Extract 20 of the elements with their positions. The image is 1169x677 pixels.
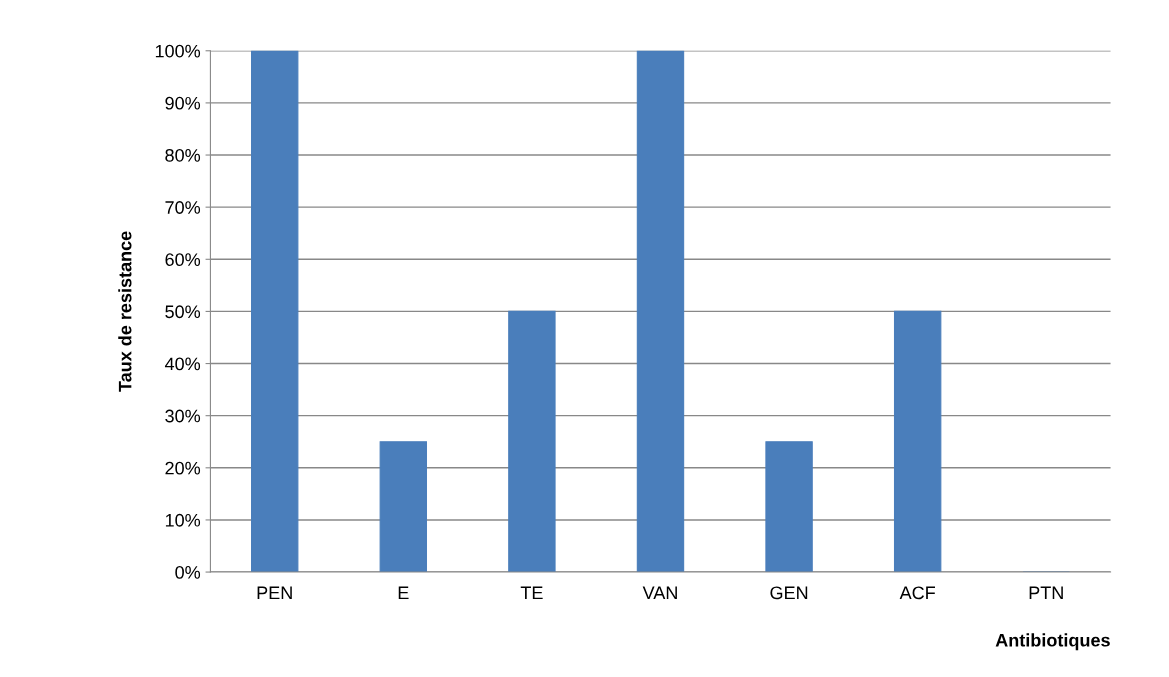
- x-axis-title: Antibiotiques: [995, 633, 1110, 651]
- y-tick-label: 10%: [165, 513, 201, 527]
- x-tick-label: TE: [520, 586, 543, 600]
- x-tick-label: VAN: [642, 586, 677, 600]
- x-tick-label: ACF: [899, 586, 935, 600]
- y-axis-title: Taux de resistance: [118, 231, 132, 392]
- x-tick-label: E: [398, 586, 409, 600]
- y-tick-label: 100%: [155, 44, 201, 58]
- y-tick-label: 90%: [165, 96, 201, 110]
- y-tick-label: 70%: [165, 201, 201, 214]
- x-tick-label: PEN: [257, 586, 292, 600]
- y-tick-label: 60%: [165, 253, 201, 267]
- x-tick-label: GEN: [770, 586, 808, 600]
- x-tick-label: PTN: [1029, 586, 1063, 600]
- y-tick-label: 20%: [165, 461, 201, 475]
- y-tick-label: 50%: [165, 305, 201, 319]
- y-tick-label: 0%: [175, 566, 201, 579]
- y-tick-label: 80%: [165, 148, 201, 162]
- y-tick-label: 40%: [164, 357, 201, 371]
- y-tick-label: 30%: [165, 409, 201, 423]
